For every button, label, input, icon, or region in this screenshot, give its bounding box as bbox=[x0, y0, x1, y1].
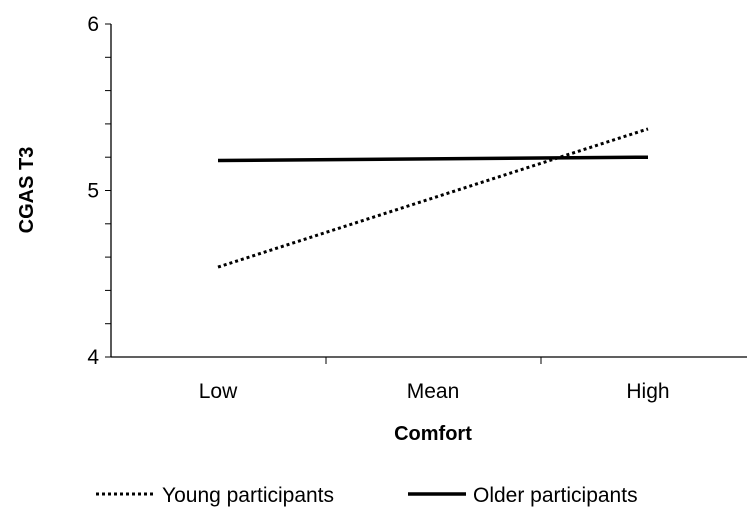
y-tick-label: 5 bbox=[87, 180, 99, 203]
x-tick-label: Mean bbox=[407, 380, 460, 403]
legend: Young participants Older participants bbox=[96, 484, 638, 507]
y-tick-label: 4 bbox=[87, 346, 99, 369]
series-line-older bbox=[217, 155, 649, 163]
series-line-young bbox=[217, 127, 649, 269]
x-tick-label: Low bbox=[199, 380, 238, 403]
y-axis-ticks: 4 5 6 bbox=[87, 13, 111, 369]
y-tick-label: 6 bbox=[87, 13, 99, 36]
legend-label: Young participants bbox=[162, 484, 334, 507]
x-tick-label: High bbox=[626, 380, 669, 403]
series-layer bbox=[217, 127, 649, 269]
x-axis-ticks: Low Mean High bbox=[199, 357, 670, 403]
legend-label: Older participants bbox=[473, 484, 638, 507]
y-axis-title: CGAS T3 bbox=[16, 147, 38, 234]
x-axis-title: Comfort bbox=[394, 423, 472, 445]
